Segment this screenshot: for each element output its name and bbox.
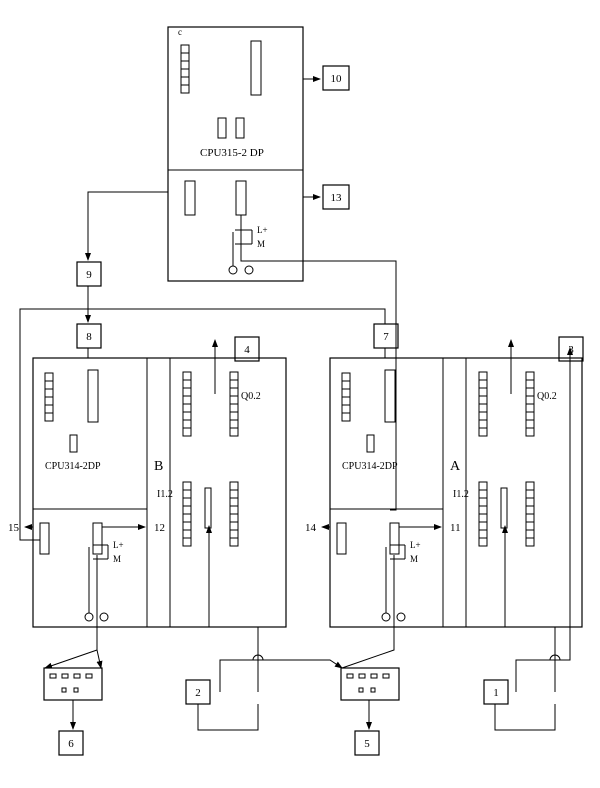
svg-text:L+: L+: [257, 225, 268, 235]
svg-text:5: 5: [364, 738, 370, 750]
svg-text:A: A: [450, 459, 461, 474]
svg-text:4: 4: [244, 344, 250, 356]
svg-text:15: 15: [8, 522, 20, 534]
svg-text:10: 10: [331, 73, 343, 85]
svg-text:c: c: [178, 27, 182, 37]
svg-text:CPU314-2DP: CPU314-2DP: [45, 461, 101, 472]
svg-text:2: 2: [195, 687, 201, 699]
plc-network-diagram: cCPU315-2 DPL+MCPU314-2DPBL+MQ0.2I1.2151…: [0, 0, 600, 788]
svg-text:I1.2: I1.2: [157, 489, 173, 500]
svg-text:7: 7: [383, 331, 389, 343]
svg-text:CPU315-2 DP: CPU315-2 DP: [200, 147, 264, 159]
svg-text:L+: L+: [410, 540, 421, 550]
svg-text:B: B: [154, 459, 163, 474]
svg-text:M: M: [410, 554, 418, 564]
svg-text:CPU314-2DP: CPU314-2DP: [342, 461, 398, 472]
svg-text:11: 11: [450, 522, 461, 534]
svg-text:13: 13: [331, 192, 343, 204]
svg-text:3: 3: [568, 344, 574, 356]
svg-text:8: 8: [86, 331, 92, 343]
svg-text:12: 12: [154, 522, 165, 534]
svg-text:9: 9: [86, 269, 92, 281]
svg-text:1: 1: [493, 687, 499, 699]
svg-text:I1.2: I1.2: [453, 489, 469, 500]
svg-text:14: 14: [305, 522, 317, 534]
svg-text:L+: L+: [113, 540, 124, 550]
svg-text:6: 6: [68, 738, 74, 750]
svg-text:Q0.2: Q0.2: [241, 391, 261, 402]
svg-text:Q0.2: Q0.2: [537, 391, 557, 402]
svg-text:M: M: [113, 554, 121, 564]
svg-text:M: M: [257, 239, 265, 249]
